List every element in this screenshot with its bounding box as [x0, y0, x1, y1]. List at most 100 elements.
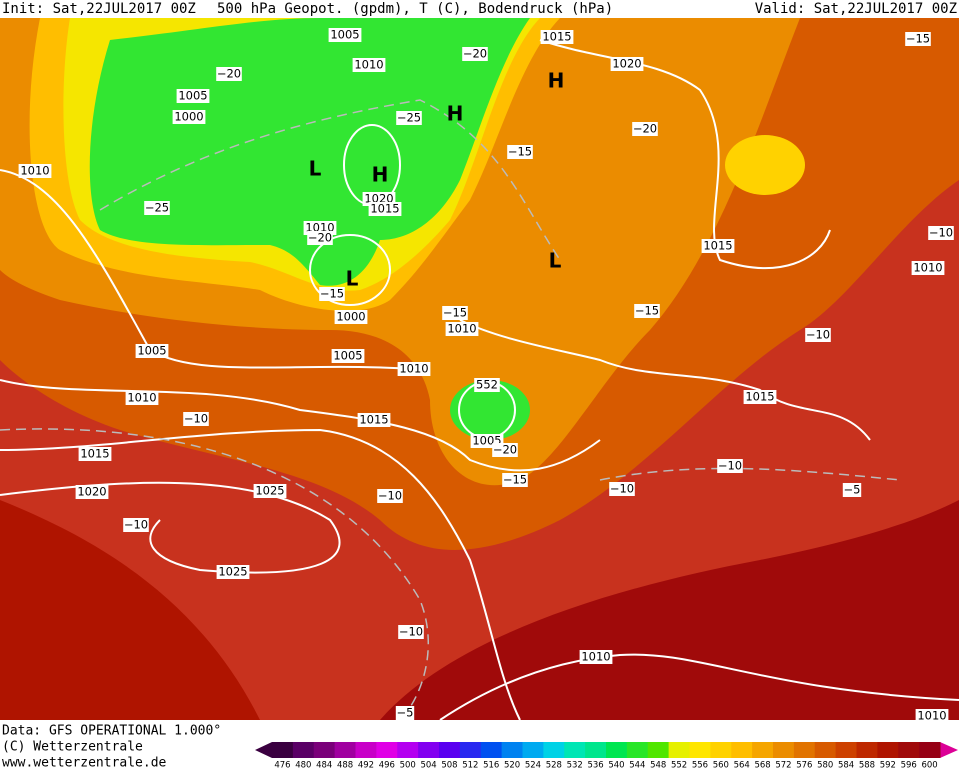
isobar-label: 1015 [745, 390, 774, 404]
colorbar-label: 580 [817, 761, 833, 771]
isobar-label-box [915, 709, 949, 723]
temperature-label: −10 [806, 328, 830, 342]
colorbar-label: 480 [295, 761, 311, 771]
isobar-label-box [701, 239, 735, 253]
isotherms [0, 99, 901, 721]
temperature-label: −5 [397, 706, 414, 720]
isobar-label-box [540, 30, 574, 44]
header-valid: Valid: Sat,22JUL2017 00Z [755, 1, 957, 17]
isobar [439, 653, 959, 721]
isobar-label-box [253, 484, 287, 498]
colorbar-swatch [376, 742, 398, 758]
isobar-label: 1005 [137, 344, 166, 358]
isobar-label-box [610, 57, 644, 71]
temperature-label-box [805, 328, 831, 342]
isobar-label: 1010 [447, 322, 476, 336]
temperature-label-box [396, 111, 422, 125]
temperature-label: −10 [124, 518, 148, 532]
colorbar-swatch [480, 742, 503, 758]
colorbar-label: 544 [629, 761, 645, 771]
isobar-label: 1015 [370, 202, 399, 216]
footer-data: Data: GFS OPERATIONAL 1.000° [2, 724, 221, 739]
colorbar-label: 592 [880, 761, 896, 771]
colorbar: 476 480 484 488 492 496 500 504 508 512 516 520 524 5… [255, 742, 958, 771]
isobar-label: 1015 [542, 30, 571, 44]
isobar-label-box [18, 164, 52, 178]
temperature-label-box [462, 47, 488, 61]
header-init: Init: Sat,22JUL2017 00Z [2, 1, 196, 17]
colorbar-label: 524 [525, 761, 541, 771]
colorbar-swatch [856, 742, 878, 758]
colorbar-label: 520 [504, 761, 520, 771]
colorbar-swatch [522, 742, 544, 758]
isobar [0, 428, 521, 721]
colorbar-label: 492 [358, 761, 374, 771]
colorbar-swatch [418, 742, 440, 758]
height-label: 552 [476, 378, 498, 392]
colorbar-label: 500 [400, 761, 416, 771]
pressure-center: L [309, 157, 322, 181]
colorbar-label: 584 [838, 761, 854, 771]
colorbar-label: 560 [713, 761, 729, 771]
temperature-label-box [319, 287, 345, 301]
temperature-label-box [905, 32, 931, 46]
colorbar-swatch [334, 742, 356, 758]
isobar-label: 1025 [255, 484, 284, 498]
isobar-label: 1015 [80, 447, 109, 461]
temperature-label-box [398, 625, 424, 639]
temperature-label: −5 [844, 483, 861, 497]
colorbar-label: 488 [337, 761, 353, 771]
colorbar-label: 532 [567, 761, 583, 771]
colorbar-label: 496 [379, 761, 395, 771]
temperature-label-box [928, 226, 954, 240]
colorbar-swatch [668, 742, 690, 758]
temperature-label-box [502, 473, 528, 487]
pressure-center: H [548, 69, 565, 93]
colorbar-label: 508 [441, 761, 457, 771]
temperature-label-box [216, 67, 242, 81]
isobar-label: 1000 [336, 310, 365, 324]
isobar-label: 1015 [703, 239, 732, 253]
colorbar-label: 588 [859, 761, 875, 771]
map-field [0, 18, 959, 720]
field-green [89, 18, 530, 286]
temperature-label-box [842, 483, 862, 497]
isotherm [599, 467, 901, 481]
colorbar-swatch [877, 742, 899, 758]
temperature-label-box [395, 706, 415, 720]
colorbar-swatch [814, 742, 837, 758]
isobar-low [309, 234, 391, 306]
isobar-label-box [331, 349, 365, 363]
isobar-label: 1005 [333, 349, 362, 363]
isotherm [0, 428, 429, 721]
isobar-label: 1010 [581, 650, 610, 664]
colorbar-label: 572 [775, 761, 791, 771]
isobar-label-box [368, 202, 402, 216]
colorbar-swatch [543, 742, 565, 758]
isobar-label: 1010 [917, 709, 946, 723]
temperature-label: −20 [217, 67, 241, 81]
isobar-label-box [75, 485, 109, 499]
temperature-label: −20 [493, 443, 517, 457]
colorbar-swatch [292, 742, 315, 758]
colorbar-swatch [898, 742, 920, 758]
colorbar-swatch [397, 742, 419, 758]
isobar-label: 1010 [20, 164, 49, 178]
pressure-center: H [447, 102, 464, 126]
colorbar-swatch [647, 742, 670, 758]
colorbar-swatch [439, 742, 461, 758]
temperature-label: −25 [145, 201, 169, 215]
isobar [0, 481, 341, 574]
colorbar-swatch [606, 742, 628, 758]
temperature-label: −20 [463, 47, 487, 61]
temperature-label: −10 [929, 226, 953, 240]
field-darkred-west [0, 500, 260, 720]
isobar-label: 1005 [178, 89, 207, 103]
colorbar-swatch [752, 742, 774, 758]
isotherm [99, 99, 561, 261]
map-labels: 1005 1015 1010 1020 1005 1000 1010 1020 1015 1010… [18, 28, 954, 723]
temperature-label-box [632, 122, 658, 136]
isobar-label: 1005 [330, 28, 359, 42]
temperature-label: −15 [503, 473, 527, 487]
isobar-label: 1010 [913, 261, 942, 275]
